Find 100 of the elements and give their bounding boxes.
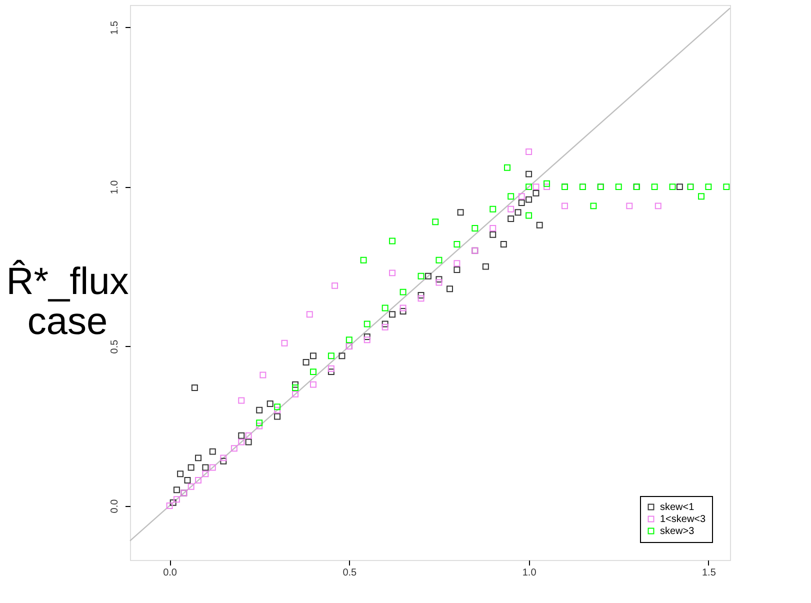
point [504,164,510,171]
point [723,184,730,190]
point [532,190,540,196]
point [364,336,370,344]
point [202,464,209,471]
point [472,225,478,232]
point [698,193,704,200]
point [526,196,532,203]
legend-label: skew>3 [660,526,695,537]
point [238,397,245,404]
point [364,333,370,340]
point [518,200,525,206]
x-tick-label: 1.0 [522,568,537,578]
point [256,406,263,414]
point [256,422,263,430]
point [508,193,514,200]
point [389,311,396,318]
point [561,202,568,210]
point [328,368,334,376]
point [230,445,238,452]
point [260,372,266,378]
point [418,292,424,298]
y-tick-label: 1.0 [110,180,120,194]
point [209,464,216,471]
point [274,404,281,410]
point [310,352,316,360]
point [436,279,442,286]
point [490,225,496,232]
x-tick-label: 1.5 [702,568,716,578]
point [245,438,252,446]
point [310,381,316,388]
point [508,215,514,222]
point [536,222,543,228]
point [514,209,522,216]
point [424,272,432,280]
point [454,240,460,248]
point [400,288,406,296]
point [669,184,676,190]
point [544,184,550,190]
point [454,260,460,267]
point [508,206,514,212]
point [238,438,245,446]
point [400,304,406,312]
point [457,209,464,216]
point [177,470,184,478]
point [544,180,550,187]
point [195,477,202,484]
x-tick-label: 0.0 [163,568,178,578]
point [382,320,388,328]
point [364,320,370,328]
point [490,231,496,238]
point [195,454,202,462]
point [518,193,525,200]
point [654,202,662,210]
x-tick-label: 0.5 [342,568,358,578]
point [360,256,367,264]
point [188,483,194,490]
point [389,238,396,244]
point [332,282,338,289]
point [202,470,209,478]
point [436,256,442,264]
point [245,432,252,439]
point [346,336,352,344]
y-tick-label: 0.5 [110,339,120,354]
point [446,286,453,292]
point [173,486,180,494]
point [526,184,532,190]
point [173,496,180,503]
y-tick-label: 1.5 [110,20,120,35]
legend-label: 1<skew<3 [660,514,706,525]
point [266,400,274,407]
point [705,184,712,190]
point [274,406,281,414]
point [418,272,424,280]
point [310,368,316,376]
point [400,308,406,314]
point [166,502,173,510]
point [651,184,658,190]
point [454,266,460,273]
point [490,206,496,212]
point [292,384,299,391]
legend-label: skew<1 [660,502,695,513]
point [281,340,288,346]
point [338,352,346,360]
point [500,240,507,248]
point [191,384,198,391]
point [184,477,191,484]
point [292,381,299,388]
point [432,218,439,226]
point [382,324,388,330]
point [328,365,334,372]
point [209,448,216,455]
point [328,352,334,360]
point [238,432,245,439]
point [256,420,263,426]
point [389,270,396,276]
point [615,184,622,190]
point [306,311,313,318]
point [436,276,442,283]
point [626,202,633,210]
